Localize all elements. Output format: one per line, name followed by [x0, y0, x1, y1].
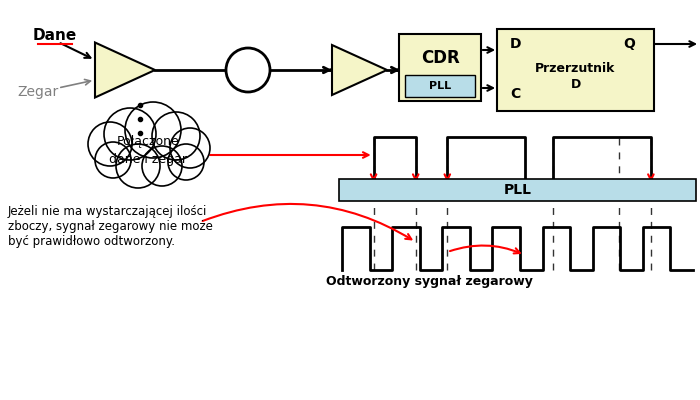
Text: Odtworzony sygnał zegarowy: Odtworzony sygnał zegarowy — [326, 276, 533, 288]
Text: Dane: Dane — [33, 28, 77, 42]
FancyBboxPatch shape — [497, 29, 654, 111]
FancyBboxPatch shape — [339, 179, 696, 201]
Polygon shape — [95, 42, 155, 98]
Circle shape — [142, 146, 182, 186]
Text: zboczy, sygnał zegarowy nie może: zboczy, sygnał zegarowy nie może — [8, 220, 213, 233]
Circle shape — [125, 102, 181, 158]
Text: Jeżeli nie ma wystarczającej ilości: Jeżeli nie ma wystarczającej ilości — [8, 205, 207, 218]
Text: D: D — [570, 78, 580, 90]
Text: PLL: PLL — [429, 81, 451, 91]
Circle shape — [170, 128, 210, 168]
FancyBboxPatch shape — [405, 75, 475, 97]
Circle shape — [152, 112, 200, 160]
Circle shape — [95, 142, 131, 178]
Text: Połączone: Połączone — [117, 136, 179, 148]
Circle shape — [88, 122, 132, 166]
FancyBboxPatch shape — [399, 34, 481, 101]
Circle shape — [104, 108, 156, 160]
Text: dane i zegar: dane i zegar — [109, 154, 187, 166]
Circle shape — [116, 144, 160, 188]
Text: CDR: CDR — [421, 49, 459, 67]
Circle shape — [226, 48, 270, 92]
Polygon shape — [332, 45, 387, 95]
Text: Q: Q — [623, 37, 635, 51]
Circle shape — [168, 144, 204, 180]
Text: Przerzutnik: Przerzutnik — [536, 62, 616, 74]
Text: być prawidłowo odtworzony.: być prawidłowo odtworzony. — [8, 235, 175, 248]
Text: PLL: PLL — [503, 183, 531, 197]
Text: D: D — [510, 37, 522, 51]
Text: Zegar: Zegar — [18, 85, 59, 99]
Text: C: C — [510, 87, 520, 101]
